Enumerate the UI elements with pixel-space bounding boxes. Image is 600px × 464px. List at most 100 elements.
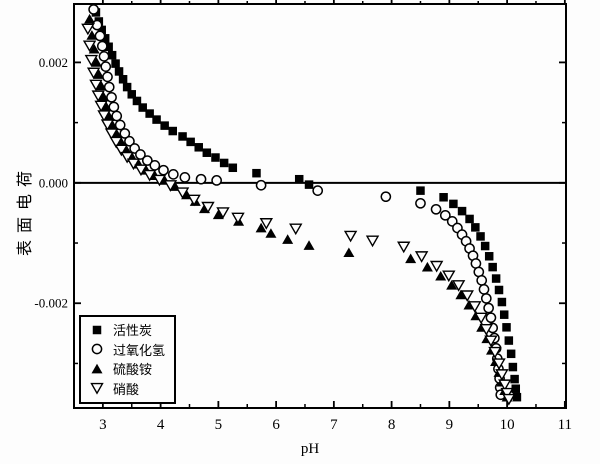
- data-point: [494, 285, 504, 295]
- legend-label: 硫酸铵: [113, 363, 153, 379]
- data-point: [96, 40, 108, 52]
- data-point: [252, 168, 261, 178]
- data-point: [94, 30, 106, 42]
- data-point: [91, 57, 103, 67]
- data-point: [126, 158, 141, 171]
- x-tick-label: 9: [446, 417, 454, 433]
- data-point: [111, 59, 120, 68]
- data-point: [95, 80, 107, 91]
- data-point: [512, 392, 522, 402]
- data-point: [468, 301, 482, 313]
- x-tick-label: 7: [330, 417, 338, 433]
- data-point: [289, 223, 303, 236]
- filled-triangle-up-icon: [91, 363, 103, 374]
- data-point: [122, 82, 132, 92]
- data-point: [312, 185, 324, 196]
- open-triangle-down-icon: [90, 383, 104, 395]
- data-point: [498, 379, 512, 392]
- data-point: [451, 280, 466, 292]
- legend-label: 活性炭: [113, 324, 153, 340]
- data-point: [97, 25, 106, 35]
- data-point: [86, 67, 101, 80]
- data-point: [135, 149, 146, 160]
- data-point: [510, 374, 519, 384]
- axes: 3 4 5 6 7 8 9 10 11 0.002 0.000 -0.002: [34, 0, 572, 433]
- series-filled-square: [91, 8, 522, 402]
- data-point: [460, 290, 474, 303]
- legend-label: 过氧化氢: [113, 343, 166, 359]
- data-point: [439, 209, 451, 221]
- data-point: [476, 232, 485, 241]
- data-point: [303, 240, 315, 250]
- data-point: [219, 158, 229, 168]
- data-point: [100, 101, 112, 112]
- data-point: [152, 115, 161, 124]
- legend-item: 过氧化氢: [81, 340, 174, 360]
- x-tick-label: 8: [388, 417, 396, 433]
- data-point: [91, 90, 105, 103]
- data-point: [91, 363, 103, 374]
- data-point: [492, 358, 506, 371]
- data-point: [429, 260, 444, 273]
- x-tick-label: 6: [272, 417, 280, 433]
- data-point: [255, 222, 267, 233]
- data-point: [491, 274, 501, 283]
- data-point: [442, 270, 456, 283]
- data-point: [228, 163, 238, 173]
- data-point: [430, 203, 442, 215]
- data-point: [480, 293, 492, 304]
- data-point: [465, 214, 474, 224]
- data-point: [104, 128, 119, 141]
- data-point: [178, 132, 187, 141]
- data-point: [138, 103, 147, 112]
- data-point: [88, 43, 100, 54]
- data-point: [506, 349, 516, 359]
- data-point: [471, 223, 480, 232]
- data-point: [92, 325, 102, 334]
- data-point: [132, 96, 142, 106]
- data-point: [343, 230, 358, 243]
- x-tick-label: 5: [215, 417, 223, 433]
- data-point: [365, 235, 380, 248]
- data-point: [94, 100, 108, 113]
- data-point: [141, 155, 153, 166]
- data-point: [109, 136, 123, 149]
- data-point: [98, 51, 110, 62]
- legend-item: 硝酸: [81, 379, 174, 399]
- data-point: [187, 194, 201, 207]
- data-point: [504, 336, 514, 345]
- x-tick-label: 11: [558, 417, 572, 433]
- data-point: [231, 212, 245, 225]
- data-point: [97, 91, 109, 102]
- data-point: [259, 218, 274, 230]
- data-point: [265, 228, 277, 238]
- data-point: [160, 121, 169, 130]
- open-circle-icon: [91, 343, 103, 355]
- data-point: [118, 75, 128, 84]
- x-tick-label: 3: [99, 417, 107, 433]
- data-point: [485, 312, 497, 324]
- legend-label: 硝酸: [113, 382, 140, 398]
- x-tick-label: 4: [157, 417, 165, 433]
- data-point: [457, 206, 467, 216]
- data-point: [304, 180, 314, 189]
- data-point: [216, 207, 230, 219]
- data-point: [497, 297, 507, 307]
- data-point: [86, 30, 98, 40]
- data-point: [114, 67, 124, 76]
- data-point: [484, 252, 494, 261]
- data-point: [480, 241, 490, 251]
- data-point: [211, 175, 222, 186]
- data-point: [114, 119, 126, 131]
- data-point: [111, 128, 123, 139]
- data-point: [211, 153, 220, 162]
- data-point: [500, 387, 514, 400]
- data-point: [97, 110, 111, 122]
- data-point: [502, 323, 511, 332]
- x-tick-label: 10: [500, 417, 515, 433]
- data-point: [179, 172, 191, 183]
- data-point: [114, 144, 129, 157]
- data-point: [100, 61, 112, 72]
